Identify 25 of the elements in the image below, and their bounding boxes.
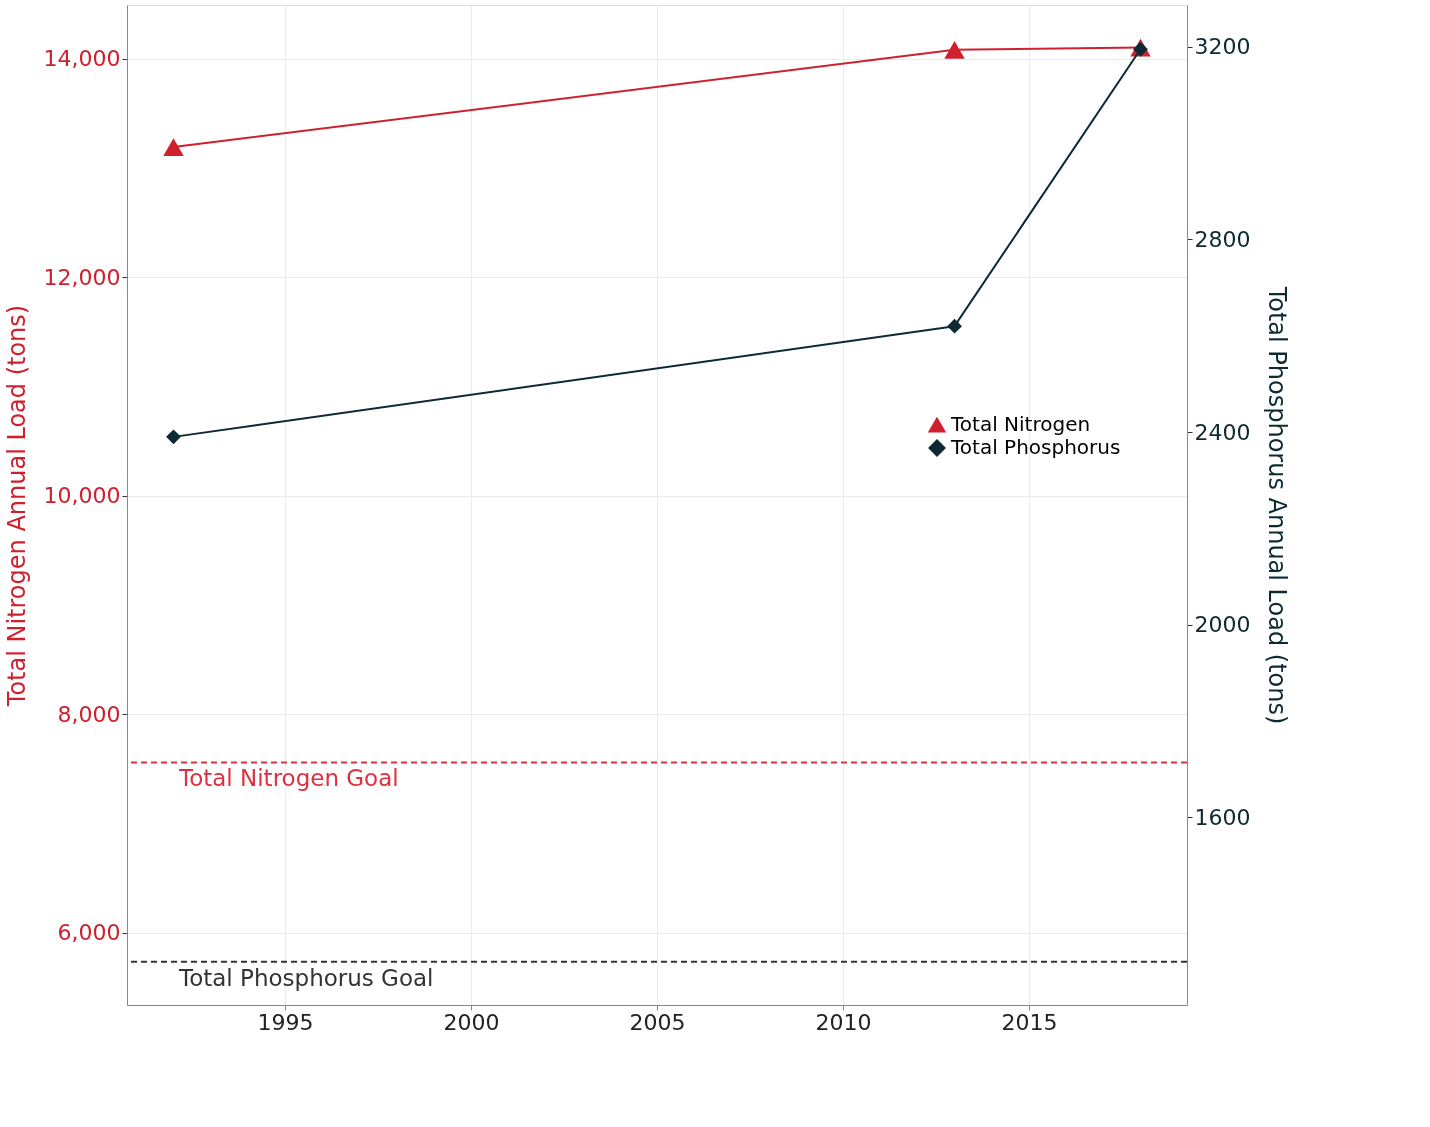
point — [163, 138, 184, 156]
x-tick-label: 2015 — [1001, 1009, 1058, 1035]
point — [944, 40, 965, 59]
point — [947, 318, 962, 334]
y2-tick-label: 2400 — [1194, 419, 1251, 445]
y2-axis-title: Total Phosphorus Annual Load (tons) — [1263, 285, 1292, 725]
y2-tick-label: 3200 — [1194, 34, 1251, 60]
x-tick-label: 2005 — [629, 1009, 686, 1035]
y-tick-label: 12,000 — [43, 264, 121, 290]
y-tick-label: 6,000 — [57, 920, 121, 946]
legend-label: Total Phosphorus — [950, 435, 1121, 459]
x-tick-label: 2010 — [815, 1009, 872, 1035]
y-tick-label: 8,000 — [57, 701, 121, 727]
y2-tick-label: 2000 — [1194, 612, 1251, 638]
x-tick-label: 2000 — [443, 1009, 500, 1035]
legend-label: Total Nitrogen — [950, 412, 1091, 436]
x-tick-label: 1995 — [257, 1009, 314, 1035]
ref-line-label: Total Nitrogen Goal — [178, 765, 399, 792]
y-axis-title: Total Nitrogen Annual Load (tons) — [2, 304, 31, 708]
ref-line-label: Total Phosphorus Goal — [178, 964, 434, 991]
y2-tick-label: 1600 — [1194, 804, 1251, 830]
y-tick-label: 10,000 — [43, 483, 121, 509]
y-tick-label: 14,000 — [43, 46, 121, 72]
y2-tick-label: 2800 — [1194, 226, 1251, 252]
point — [166, 429, 181, 445]
